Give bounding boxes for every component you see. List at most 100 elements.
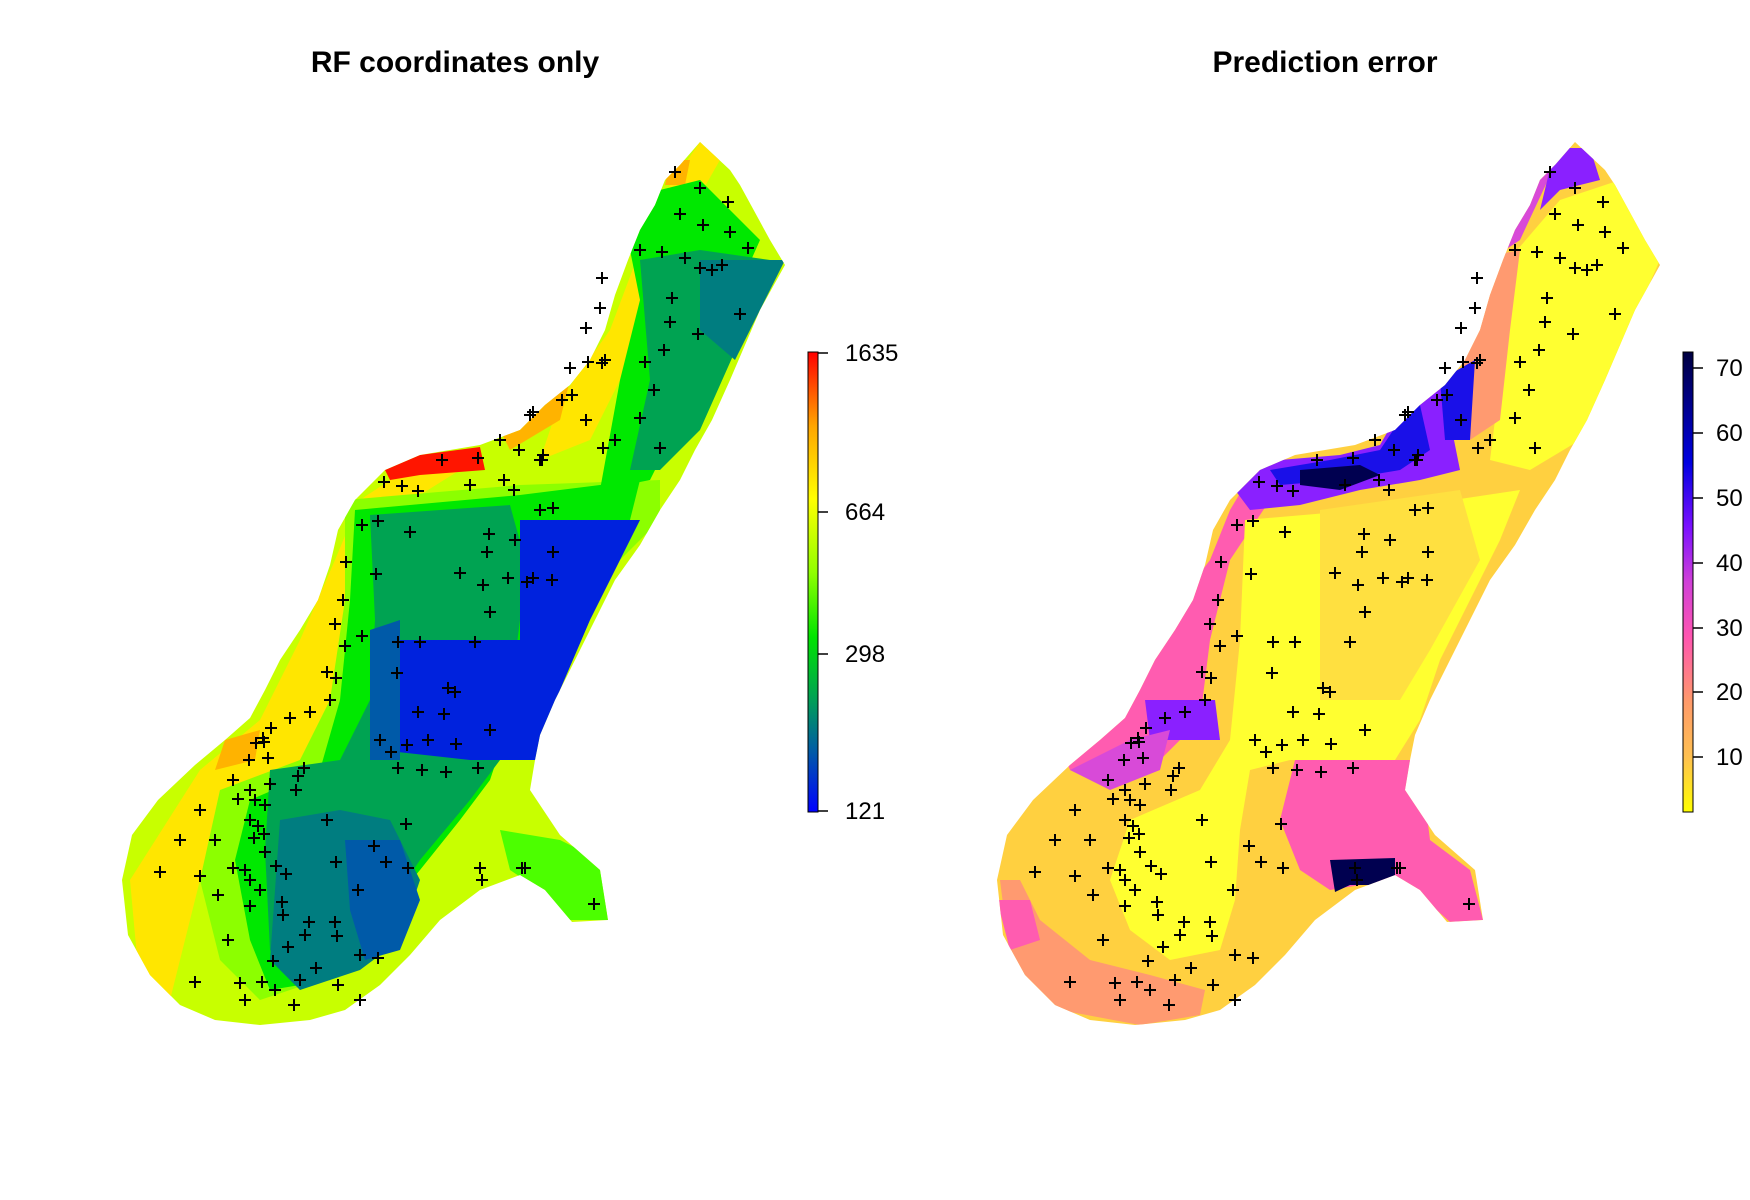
zone-salmon-sw <box>1000 880 1205 1025</box>
zone-blue-arc <box>1270 405 1430 485</box>
sample-point <box>1196 814 1208 826</box>
sample-point <box>534 454 546 466</box>
sample-point <box>270 860 282 872</box>
sample-point <box>1271 480 1283 492</box>
sample-point <box>269 984 281 996</box>
sample-point <box>1029 866 1041 878</box>
sample-point <box>669 166 681 178</box>
sample-point <box>656 246 668 258</box>
sample-point <box>352 884 364 896</box>
tick-label-error-1: 60 <box>1716 420 1743 447</box>
sample-point <box>1140 722 1152 734</box>
sample-point <box>1137 752 1149 764</box>
sample-point <box>1409 454 1421 466</box>
sample-point <box>1597 196 1609 208</box>
sample-point <box>402 862 414 874</box>
sample-point <box>1315 766 1327 778</box>
sample-point <box>1185 962 1197 974</box>
sample-point <box>1421 574 1433 586</box>
sample-point <box>244 784 256 796</box>
sample-point <box>356 630 368 642</box>
sample-point <box>282 941 294 953</box>
sample-point <box>1541 292 1553 304</box>
sample-point <box>692 328 704 340</box>
sample-point <box>339 640 351 652</box>
sample-point <box>1167 770 1179 782</box>
sample-point <box>284 712 296 724</box>
sample-point <box>265 722 277 734</box>
sample-point <box>1123 832 1135 844</box>
panel-prediction-error: Prediction error <box>997 46 1743 1025</box>
sample-point <box>1144 984 1156 996</box>
sample-point <box>494 434 506 446</box>
sample-point <box>1133 736 1145 748</box>
sample-point <box>1471 357 1483 369</box>
sample-point <box>321 814 333 826</box>
sample-point <box>742 242 754 254</box>
sample-point <box>1165 784 1177 796</box>
sample-point <box>329 618 341 630</box>
sample-point <box>227 774 239 786</box>
sample-point <box>694 262 706 274</box>
sample-point <box>1205 856 1217 868</box>
sample-point <box>1373 474 1385 486</box>
sample-point <box>508 484 520 496</box>
sample-point <box>321 666 333 678</box>
zone-navy-arc <box>1300 465 1380 490</box>
sample-point <box>1277 862 1289 874</box>
sample-point <box>1214 640 1226 652</box>
sample-point <box>354 994 366 1006</box>
sample-point <box>1339 479 1351 491</box>
sample-point <box>1317 682 1329 694</box>
sample-point <box>264 778 276 790</box>
tick-label-error-0: 70 <box>1716 355 1743 382</box>
sample-point <box>258 828 270 840</box>
sample-point <box>1102 774 1114 786</box>
sample-point <box>564 362 576 374</box>
sample-point <box>292 770 304 782</box>
sample-point <box>1533 344 1545 356</box>
sample-point <box>1549 208 1561 220</box>
tick-label-error-5: 20 <box>1716 679 1743 706</box>
sample-point <box>1142 955 1154 967</box>
sample-point <box>372 952 384 964</box>
sample-point <box>1155 868 1167 880</box>
sample-point <box>1554 252 1566 264</box>
sample-point <box>1359 606 1371 618</box>
sample-point <box>1347 762 1359 774</box>
raster-rf <box>122 142 785 1025</box>
sample-point <box>391 667 403 679</box>
sample-point <box>1204 916 1216 928</box>
sample-point <box>294 974 306 986</box>
panel-rf-coordinates: RF coordinates only <box>122 46 898 1025</box>
sample-point <box>664 316 676 328</box>
sample-point <box>1107 793 1119 805</box>
sample-point <box>1289 636 1301 648</box>
sample-point <box>374 734 386 746</box>
sample-point <box>472 452 484 464</box>
sample-point <box>1431 394 1443 406</box>
sample-point <box>1276 739 1288 751</box>
sample-point <box>252 820 264 832</box>
sample-point <box>234 977 246 989</box>
zone-pink-west <box>1050 485 1270 780</box>
sample-point <box>509 534 521 546</box>
zone-blue-teal-north <box>370 620 400 760</box>
sample-point <box>209 834 221 846</box>
sample-point <box>1325 738 1337 750</box>
sample-point <box>1069 870 1081 882</box>
sample-point <box>414 636 426 648</box>
tick-label-rf-0: 1635 <box>845 340 898 367</box>
sample-point <box>1439 362 1451 374</box>
sample-point <box>1484 434 1496 446</box>
sample-point <box>256 976 268 988</box>
sample-point <box>1581 264 1593 276</box>
sample-point <box>1196 666 1208 678</box>
sample-point <box>547 546 559 558</box>
sample-point <box>1229 994 1241 1006</box>
sample-point <box>1205 672 1217 684</box>
sample-point <box>596 272 608 284</box>
sample-point <box>354 949 366 961</box>
sample-point <box>1229 949 1241 961</box>
sample-point <box>254 884 266 896</box>
